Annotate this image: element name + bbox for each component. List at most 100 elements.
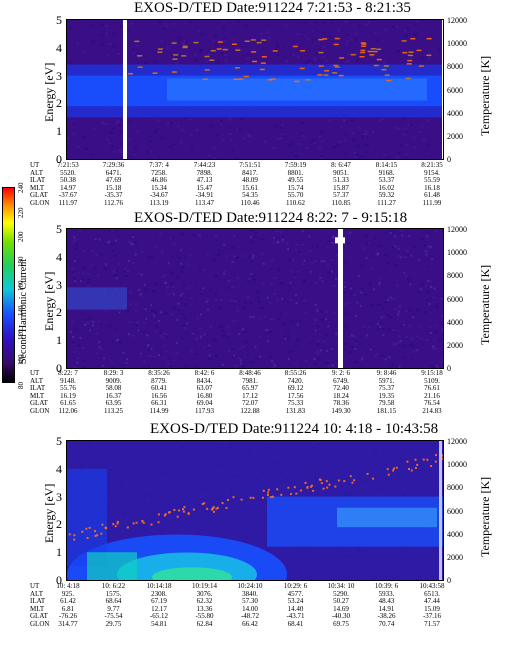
- orbit-table-cell: 19.35: [378, 391, 395, 400]
- energy-tick: 0: [56, 573, 62, 587]
- orbit-table-cell: 3840.: [242, 589, 258, 598]
- orbit-table-cell: 17.56: [287, 391, 304, 400]
- orbit-table-cell: 6513.: [424, 589, 440, 598]
- temperature-tick: 6000: [447, 506, 463, 516]
- orbit-table-row: GLAT -37.67 -35.37 -34.67 -34.91 54.35 55.70 57…: [30, 192, 480, 200]
- orbit-table-row: ILAT 50.38 47.69 46.86 47.13 48.09 49.55 51.33 5…: [30, 177, 480, 185]
- orbit-table-cell: 16.18: [424, 183, 440, 192]
- panel-title: EXOS-D/TED Date:911224 8:22: 7 - 9:15:18: [134, 210, 408, 226]
- spectrogram-image: [67, 229, 443, 368]
- orbit-table-cell: 29.75: [105, 619, 122, 628]
- orbit-table-cell: 314.77: [58, 619, 78, 628]
- orbit-table-cell: 7981.: [242, 376, 258, 385]
- orbit-table-label: ILAT: [30, 176, 46, 185]
- temperature-tick: 2000: [447, 340, 463, 350]
- orbit-table-cell: 66.42: [242, 619, 258, 628]
- temperature-tick: 8000: [447, 271, 463, 281]
- orbit-table-cell: 7:51:51: [239, 161, 261, 169]
- orbit-table-label: MLT: [30, 391, 45, 400]
- energy-tick: 4: [56, 249, 62, 264]
- orbit-table-cell: 15.09: [424, 604, 440, 613]
- temperature-tick: 8000: [447, 62, 463, 72]
- temperature-tick: 0: [447, 576, 451, 585]
- orbit-table-cell: 5933.: [378, 589, 395, 598]
- orbit-table-cell: 4577.: [287, 589, 304, 598]
- panel-title: EXOS-D/TED Date:911224 7:21:53 - 8:21:35: [134, 0, 411, 16]
- orbit-table-label: GLAT: [30, 191, 48, 200]
- orbit-table-cell: 50.27: [333, 597, 349, 606]
- orbit-table-cell: 50.38: [60, 176, 76, 185]
- orbit-table-label: GLON: [30, 198, 50, 207]
- orbit-table-cell: 72.07: [242, 399, 258, 408]
- orbit-table-label: ILAT: [30, 597, 46, 606]
- energy-tick: 4: [56, 40, 62, 55]
- energy-axis-label: Energy [eV]: [42, 271, 56, 331]
- orbit-table-row: ALT 5520. 6471. 7258. 7898. 8417. 8801. 9051. 91…: [30, 168, 480, 178]
- orbit-table-cell: 111.97: [58, 198, 78, 207]
- orbit-table-cell: 8801.: [287, 168, 304, 177]
- energy-tick: 3: [56, 489, 62, 504]
- orbit-table-cell: 63.07: [196, 384, 213, 393]
- energy-tick: 5: [56, 13, 62, 27]
- orbit-table-cell: 47.13: [196, 176, 213, 185]
- orbit-table-cell: 15.34: [151, 183, 167, 192]
- orbit-table-cell: 61.42: [60, 597, 76, 606]
- orbit-table-cell: 79.58: [378, 399, 395, 408]
- orbit-table-label: UT: [30, 161, 40, 169]
- energy-tick: 5: [56, 434, 62, 448]
- orbit-table-cell: 9: 2: 6: [332, 369, 350, 377]
- orbit-table-cell: 10:14:18: [146, 582, 172, 590]
- orbit-table-cell: 69.04: [196, 399, 213, 408]
- orbit-table-cell: -34.67: [149, 191, 169, 200]
- orbit-table-cell: 69.75: [333, 619, 349, 628]
- temperature-axis-label: Temperature [K]: [478, 476, 492, 557]
- temperature-axis-label: Temperature [K]: [478, 55, 492, 136]
- orbit-table-label: GLAT: [30, 399, 48, 408]
- spectrogram-image: [67, 20, 443, 159]
- orbit-table-row: UT 8:22: 7 8:29: 3 8:35:26 8:42: 6 8:48:46 8:5…: [30, 369, 480, 378]
- temperature-tick: 10000: [447, 248, 467, 258]
- orbit-table-cell: 111.27: [377, 198, 396, 207]
- orbit-table-cell: 9154.: [424, 168, 440, 177]
- orbit-table-cell: 113.25: [104, 406, 123, 415]
- energy-tick: 2: [56, 517, 62, 532]
- orbit-table-cell: 58.08: [105, 384, 122, 393]
- orbit-table-cell: 60.41: [151, 384, 167, 393]
- orbit-table-cell: 111.99: [422, 198, 442, 207]
- energy-tick: 3: [56, 68, 62, 83]
- orbit-table-cell: -76.26: [58, 612, 78, 621]
- orbit-table-label: ALT: [30, 376, 43, 385]
- orbit-table-cell: 110.85: [331, 198, 351, 207]
- energy-tick: 5: [56, 222, 62, 236]
- orbit-table: UT 7:21:53 7:29:36 7:37: 4 7:44:23 7:51:51 7:5…: [30, 161, 480, 208]
- orbit-table-cell: 214.83: [422, 406, 442, 415]
- orbit-table-cell: 8: 6:47: [331, 161, 351, 169]
- orbit-table-cell: 114.99: [149, 406, 169, 415]
- orbit-table-cell: 71.57: [424, 619, 440, 628]
- orbit-table-label: ILAT: [30, 384, 46, 393]
- orbit-table-cell: -35.37: [104, 191, 123, 200]
- orbit-table-cell: -55.80: [195, 612, 214, 621]
- energy-tick: 0: [56, 361, 62, 375]
- orbit-table-cell: 10: 4:18: [56, 582, 80, 590]
- temperature-tick: 12000: [447, 437, 467, 446]
- orbit-table-cell: 7420.: [287, 376, 304, 385]
- orbit-table-cell: 8:42: 6: [194, 369, 215, 377]
- orbit-table-cell: 18.24: [333, 391, 349, 400]
- orbit-table-label: UT: [30, 369, 40, 377]
- orbit-table-row: ILAT 55.76 58.08 60.41 63.07 65.97 69.12 72.40 7…: [30, 385, 480, 393]
- orbit-table-cell: 15.61: [242, 183, 258, 192]
- orbit-table-cell: 10:29: 6: [283, 582, 308, 590]
- colorbar-tick: 220: [17, 207, 25, 218]
- energy-axis-label: Energy [eV]: [42, 62, 56, 122]
- orbit-table-cell: 21.16: [424, 391, 440, 400]
- temperature-tick: 2000: [447, 552, 463, 562]
- temperature-tick: 12000: [447, 225, 467, 234]
- orbit-table-cell: 3076.: [196, 589, 213, 598]
- orbit-table-cell: 16.80: [196, 391, 213, 400]
- orbit-table-row: GLON 111.97 112.76 113.19 113.47 110.46 110.62…: [30, 198, 480, 208]
- orbit-table-cell: 63.95: [105, 399, 122, 408]
- orbit-table-row: UT 10: 4:18 10: 6:22 10:14:18 10:19:14 10:24:…: [30, 582, 480, 591]
- orbit-table-cell: 14.97: [60, 183, 76, 192]
- orbit-table-cell: 75.33: [287, 399, 304, 408]
